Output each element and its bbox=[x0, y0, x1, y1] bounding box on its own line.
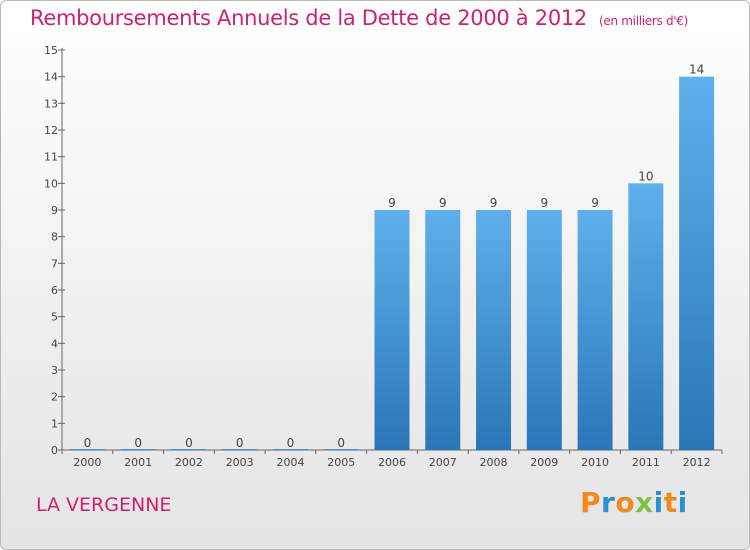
data-label: 0 bbox=[337, 436, 345, 450]
data-label: 9 bbox=[439, 196, 447, 210]
bar bbox=[526, 210, 562, 450]
logo-letter: r bbox=[601, 486, 616, 519]
x-tick-label: 2010 bbox=[581, 456, 609, 469]
y-tick-label: 13 bbox=[44, 97, 58, 110]
chart-unit: (en milliers d'€) bbox=[599, 14, 689, 28]
x-tick-label: 2001 bbox=[124, 456, 152, 469]
y-tick-label: 3 bbox=[51, 364, 58, 377]
logo-letter: x bbox=[635, 486, 654, 519]
y-tick-label: 15 bbox=[44, 44, 58, 57]
y-tick-label: 7 bbox=[51, 257, 58, 270]
proxiti-logo: Proxiti bbox=[580, 486, 688, 519]
bar bbox=[476, 210, 512, 450]
bar bbox=[374, 210, 410, 450]
data-label: 10 bbox=[638, 169, 653, 183]
data-label: 0 bbox=[84, 436, 92, 450]
y-tick-label: 2 bbox=[51, 391, 58, 404]
logo-letter: P bbox=[580, 486, 602, 519]
commune-name: LA VERGENNE bbox=[36, 494, 172, 516]
y-tick-label: 8 bbox=[51, 231, 58, 244]
x-tick-label: 2011 bbox=[632, 456, 660, 469]
data-label: 0 bbox=[185, 436, 193, 450]
data-label: 9 bbox=[591, 196, 599, 210]
y-tick-label: 1 bbox=[51, 417, 58, 430]
x-tick-label: 2007 bbox=[429, 456, 457, 469]
y-tick-label: 12 bbox=[44, 124, 58, 137]
bar bbox=[323, 449, 359, 450]
data-label: 9 bbox=[540, 196, 548, 210]
y-tick-label: 5 bbox=[51, 311, 58, 324]
bar bbox=[69, 449, 105, 450]
x-tick-label: 2000 bbox=[73, 456, 101, 469]
y-tick-label: 11 bbox=[44, 151, 58, 164]
x-tick-label: 2004 bbox=[276, 456, 304, 469]
x-tick-label: 2012 bbox=[683, 456, 711, 469]
logo-letter: t bbox=[663, 486, 678, 519]
data-label: 0 bbox=[134, 436, 142, 450]
data-label: 9 bbox=[490, 196, 498, 210]
x-tick-label: 2006 bbox=[378, 456, 406, 469]
data-labels: 0 0 0 0 0 0 9 9 9 9 9 10 14 bbox=[84, 63, 705, 450]
y-tick-label: 0 bbox=[51, 444, 58, 457]
x-tick-label: 2002 bbox=[175, 456, 203, 469]
data-label: 0 bbox=[236, 436, 244, 450]
y-tick-label: 10 bbox=[44, 177, 58, 190]
y-tick-label: 6 bbox=[51, 284, 58, 297]
bar bbox=[171, 449, 207, 450]
x-tick-label: 2008 bbox=[480, 456, 508, 469]
logo-letter: i bbox=[677, 486, 688, 519]
y-tick-label: 14 bbox=[44, 71, 58, 84]
data-label: 9 bbox=[388, 196, 396, 210]
x-tick-label: 2005 bbox=[327, 456, 355, 469]
chart-title: Remboursements Annuels de la Dette de 20… bbox=[30, 6, 689, 30]
bar bbox=[679, 76, 715, 451]
bars bbox=[69, 76, 715, 451]
bar bbox=[272, 449, 308, 450]
bar bbox=[577, 210, 613, 450]
logo-letter: o bbox=[615, 486, 636, 519]
x-tick-label: 2009 bbox=[530, 456, 558, 469]
bar bbox=[425, 210, 461, 450]
y-tick-label: 9 bbox=[51, 204, 58, 217]
x-tick-label: 2003 bbox=[226, 456, 254, 469]
bar bbox=[120, 449, 156, 450]
bar bbox=[222, 449, 258, 450]
y-tick-label: 4 bbox=[51, 337, 58, 350]
data-label: 0 bbox=[287, 436, 295, 450]
data-label: 14 bbox=[689, 63, 704, 77]
bar bbox=[628, 183, 664, 451]
logo-letter: i bbox=[653, 486, 664, 519]
